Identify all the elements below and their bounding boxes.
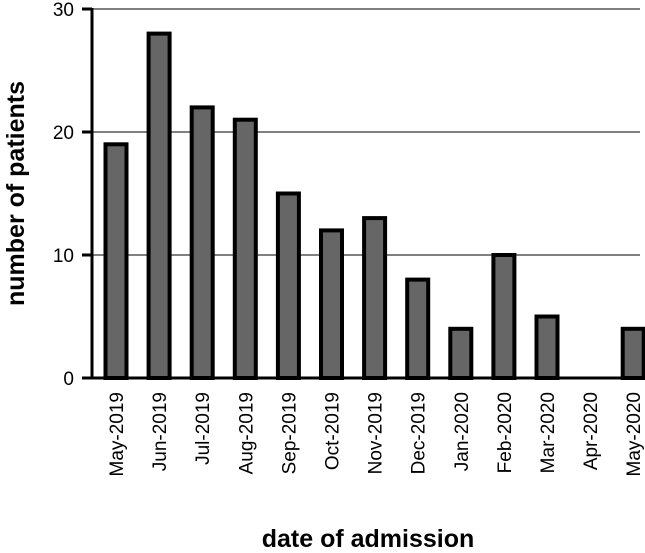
bar-nov-2019 (362, 216, 388, 380)
bar-aug-2019 (232, 117, 258, 380)
x-tick-label: Sep-2019 (279, 392, 300, 474)
x-ticks: May-2019 Jun-2019 Jul-2019 Aug-2019 Sep-2019… (107, 392, 645, 477)
bar-may-2020 (620, 326, 645, 380)
y-ticks: 0 10 20 30 (53, 0, 92, 390)
x-tick-label: Jul-2019 (193, 392, 214, 465)
bar-mar-2020 (534, 314, 560, 380)
y-tick-label: 30 (53, 0, 74, 21)
bar-may-2019 (103, 142, 129, 380)
x-tick-label: Apr-2020 (581, 392, 602, 470)
x-tick-label: Aug-2019 (236, 392, 257, 474)
bar-oct-2019 (319, 228, 344, 380)
x-tick-label: Mar-2020 (538, 392, 559, 473)
x-tick-label: May-2019 (107, 392, 128, 477)
x-axis-title: date of admission (262, 525, 475, 553)
x-tick-label: Oct-2019 (323, 392, 344, 470)
x-tick-label: Nov-2019 (366, 392, 387, 474)
bar-jan-2020 (448, 326, 474, 380)
x-tick-label: Dec-2019 (409, 392, 430, 474)
y-tick-label: 10 (53, 246, 74, 267)
y-tick-label: 20 (53, 123, 74, 144)
bar-jun-2019 (146, 31, 172, 380)
bar-feb-2020 (491, 253, 517, 380)
x-tick-label: Jun-2019 (150, 392, 171, 471)
y-axis-title: number of patients (2, 81, 30, 306)
x-tick-label: Feb-2020 (495, 392, 516, 473)
bar-dec-2019 (405, 277, 431, 381)
bar-sep-2019 (275, 191, 301, 380)
y-tick-label: 0 (63, 369, 74, 390)
x-tick-label: May-2020 (624, 392, 645, 477)
x-tick-label: Jan-2020 (452, 392, 473, 471)
bar-jul-2019 (189, 105, 215, 381)
bars (103, 31, 645, 381)
